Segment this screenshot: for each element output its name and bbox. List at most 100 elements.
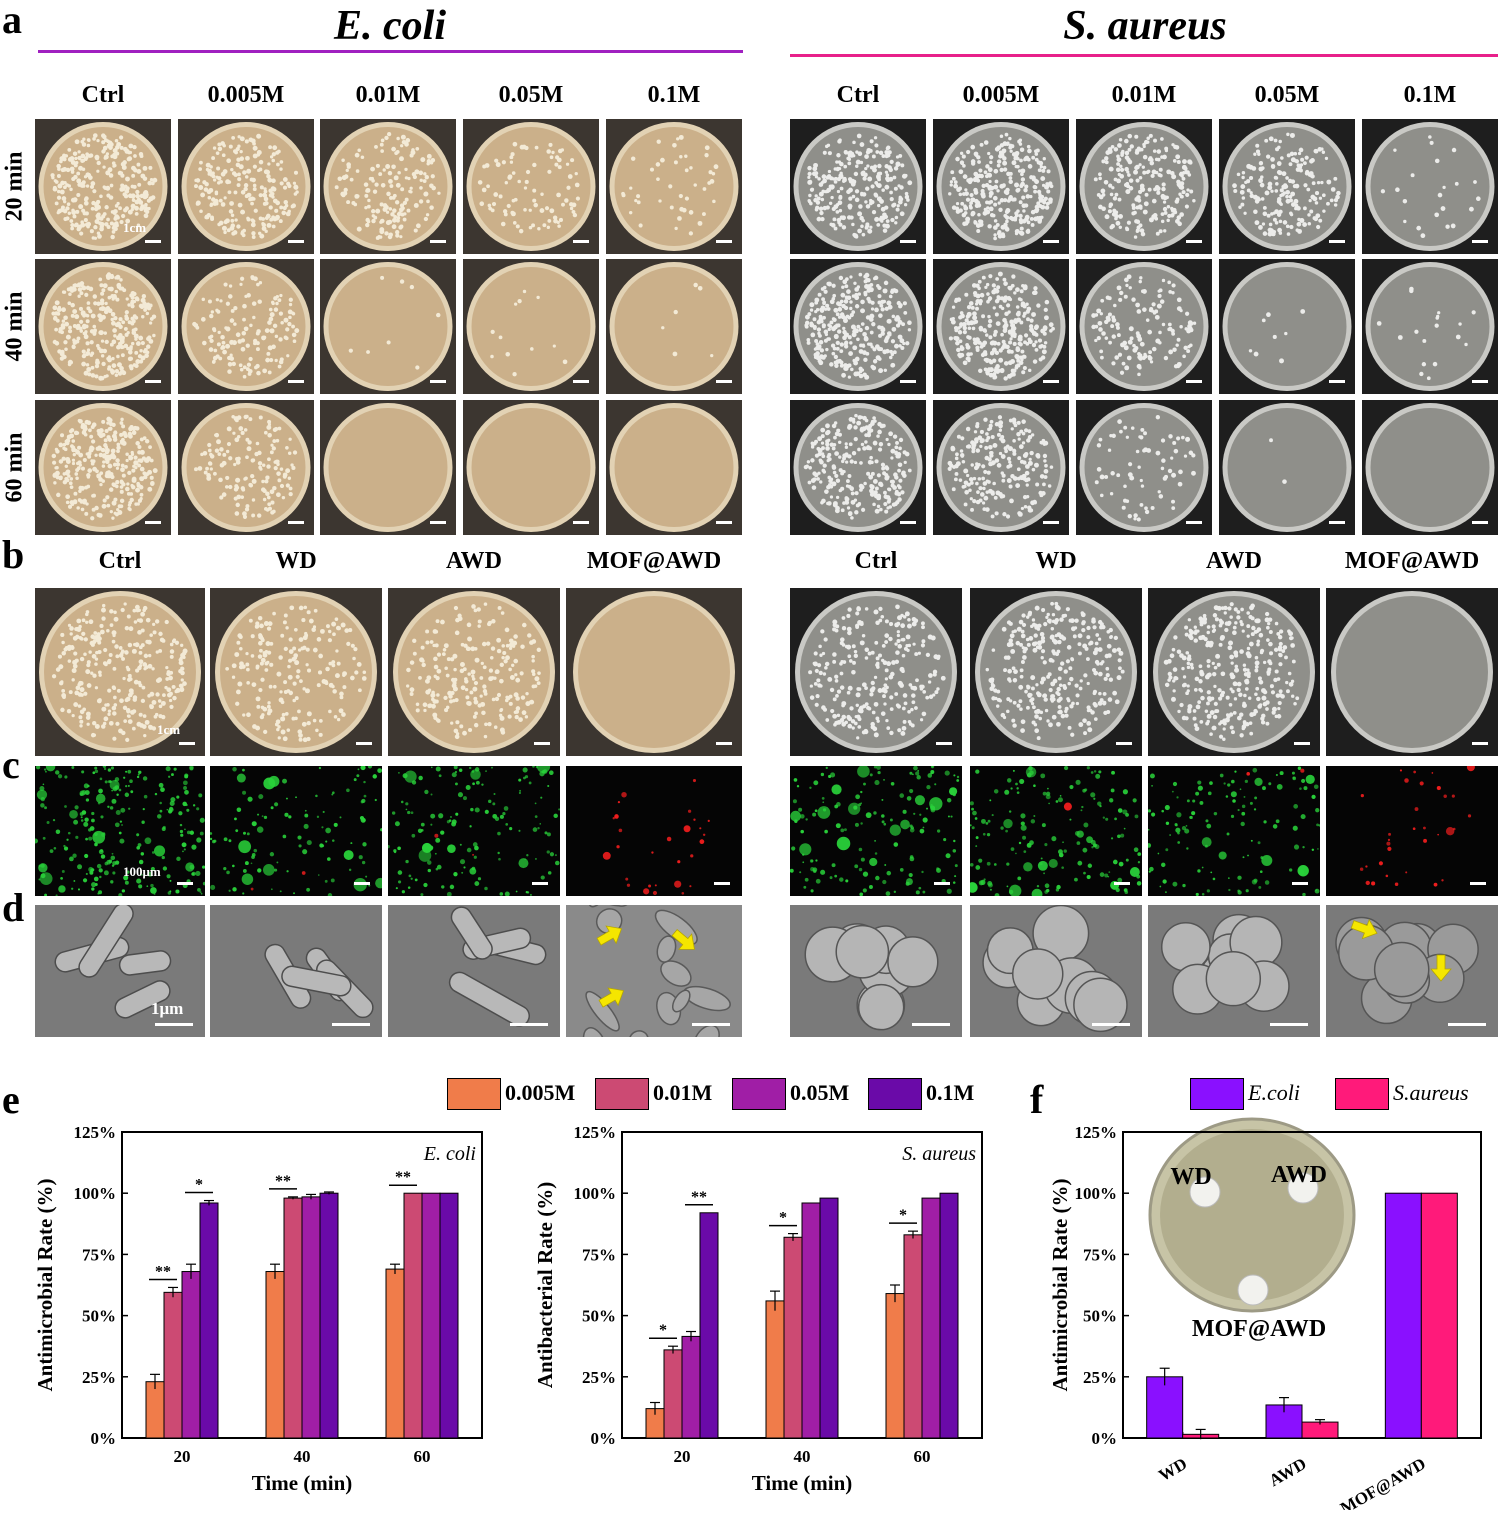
fluorescence-ecoli bbox=[210, 766, 382, 896]
plate-saureus bbox=[1219, 259, 1355, 394]
y-tick-label: 75% bbox=[82, 1245, 116, 1264]
plate-saureus-group bbox=[1148, 588, 1320, 756]
bar-0.05M-60 bbox=[921, 1197, 941, 1439]
y-tick-label: 50% bbox=[82, 1307, 116, 1326]
y-tick-label: 125% bbox=[574, 1123, 617, 1142]
plate-ecoli-group bbox=[566, 588, 742, 756]
panel-letter-d: d bbox=[2, 885, 25, 930]
plate-ecoli: 1cm bbox=[35, 119, 171, 254]
scale-bar-label: 100μm bbox=[123, 864, 161, 879]
bar-0.1M-60 bbox=[439, 1192, 459, 1439]
plate-ecoli bbox=[606, 119, 742, 254]
fluorescence-ecoli: 100μm bbox=[35, 766, 205, 896]
column-header-0: Ctrl bbox=[81, 82, 125, 108]
plate-saureus-group bbox=[790, 588, 962, 756]
x-tick-label: 20 bbox=[674, 1447, 691, 1466]
y-tick-label: 25% bbox=[82, 1368, 116, 1387]
plate-ecoli bbox=[606, 259, 742, 394]
group-header-1: WD bbox=[1035, 548, 1077, 574]
plate-saureus bbox=[933, 119, 1069, 254]
group-header-2: AWD bbox=[445, 548, 502, 574]
legend-swatch bbox=[732, 1078, 786, 1110]
y-tick-label: 0% bbox=[591, 1429, 617, 1448]
sem-saureus bbox=[1148, 905, 1320, 1037]
plate-ecoli bbox=[178, 119, 314, 254]
y-tick-label: 25% bbox=[582, 1368, 616, 1387]
plate-saureus bbox=[1219, 400, 1355, 535]
plate-saureus bbox=[1076, 259, 1212, 394]
plate-saureus-group bbox=[970, 588, 1142, 756]
species-title-saureus: S. aureus bbox=[1063, 3, 1227, 49]
y-tick-label: 50% bbox=[582, 1307, 616, 1326]
bar-0.01M-40 bbox=[283, 1197, 303, 1439]
significance-label: * bbox=[195, 1177, 203, 1194]
sem-ecoli bbox=[388, 905, 560, 1037]
legend-label-f: E.coli bbox=[1248, 1080, 1300, 1105]
plate-ecoli-group: 1cm bbox=[35, 588, 205, 756]
chart-annotation: E. coli bbox=[423, 1143, 476, 1165]
bar-0.005M-40 bbox=[765, 1300, 785, 1439]
fluorescence-ecoli bbox=[566, 766, 742, 896]
bar-0.1M-20 bbox=[199, 1202, 219, 1439]
bar-E.coli-MOF@AWD bbox=[1384, 1192, 1422, 1439]
bar-0.005M-60 bbox=[385, 1268, 405, 1439]
chart-f: WD AWD MOF@AWD 0% 25% 50% 75% 100% 125% WD AWD MOF@… bbox=[1048, 1117, 1482, 1510]
plate-saureus-group bbox=[1326, 588, 1498, 756]
y-tick-label: 25% bbox=[1083, 1368, 1117, 1387]
species-title-ecoli: E. coli bbox=[334, 3, 446, 49]
y-tick-label: 0% bbox=[91, 1429, 117, 1448]
bar-0.005M-20 bbox=[145, 1381, 165, 1439]
group-header-0: Ctrl bbox=[854, 548, 898, 574]
legend-label-f: S.aureus bbox=[1393, 1080, 1469, 1105]
x-axis-label: Time (min) bbox=[252, 1471, 353, 1495]
x-tick-label: AWD bbox=[1266, 1454, 1310, 1490]
plate-ecoli bbox=[35, 400, 171, 535]
column-header-4: 0.1M bbox=[647, 82, 701, 108]
bar-S.aureus-MOF@AWD bbox=[1420, 1192, 1458, 1439]
row-header-0: 20 min bbox=[1, 151, 28, 222]
panel-letter-a: a bbox=[2, 0, 22, 42]
bar-0.01M-60 bbox=[903, 1234, 923, 1439]
fluorescence-saureus bbox=[970, 766, 1142, 896]
plate-ecoli bbox=[606, 400, 742, 535]
inset-label: MOF@AWD bbox=[1192, 1316, 1326, 1342]
plate-ecoli bbox=[320, 119, 456, 254]
fluorescence-saureus bbox=[1148, 766, 1320, 896]
x-tick-label: WD bbox=[1155, 1454, 1190, 1485]
x-tick-label: 40 bbox=[294, 1447, 311, 1466]
bar-0.05M-20 bbox=[181, 1271, 201, 1439]
row-header-2: 60 min bbox=[1, 432, 28, 503]
y-tick-label: 100% bbox=[74, 1184, 117, 1203]
column-header-3: 0.05M bbox=[1254, 82, 1320, 108]
column-header-2: 0.01M bbox=[355, 82, 421, 108]
scale-bar-label: 1cm bbox=[157, 722, 181, 737]
column-header-1: 0.005M bbox=[207, 82, 285, 108]
plate-saureus bbox=[1219, 119, 1355, 254]
plate-saureus bbox=[933, 259, 1069, 394]
species-underline-saureus bbox=[790, 54, 1498, 57]
plate-saureus bbox=[1076, 119, 1212, 254]
bar-0.05M-40 bbox=[301, 1196, 321, 1439]
y-tick-label: 125% bbox=[74, 1123, 117, 1142]
group-header-2: AWD bbox=[1205, 548, 1262, 574]
plate-ecoli-group bbox=[388, 588, 560, 756]
group-header-0: Ctrl bbox=[98, 548, 142, 574]
y-tick-label: 100% bbox=[574, 1184, 617, 1203]
plate-ecoli bbox=[463, 400, 599, 535]
plate-ecoli bbox=[320, 400, 456, 535]
bar-0.01M-20 bbox=[163, 1291, 183, 1439]
bar-0.1M-20 bbox=[699, 1212, 719, 1439]
significance-label: * bbox=[779, 1210, 787, 1227]
column-header-3: 0.05M bbox=[498, 82, 564, 108]
y-tick-label: 100% bbox=[1075, 1184, 1118, 1203]
fluorescence-saureus bbox=[790, 766, 962, 896]
panel-letter-e: e bbox=[2, 1077, 20, 1122]
y-axis-label: Antimicrobial Rate (%) bbox=[33, 1178, 57, 1391]
x-tick-label: 40 bbox=[794, 1447, 811, 1466]
column-header-2: 0.01M bbox=[1111, 82, 1177, 108]
significance-label: * bbox=[659, 1322, 667, 1339]
y-axis-label: Antibacterial Rate (%) bbox=[533, 1182, 557, 1388]
fluorescence-saureus bbox=[1326, 766, 1498, 896]
group-header-3: MOF@AWD bbox=[1344, 548, 1480, 574]
panel-letter-c: c bbox=[2, 742, 20, 787]
